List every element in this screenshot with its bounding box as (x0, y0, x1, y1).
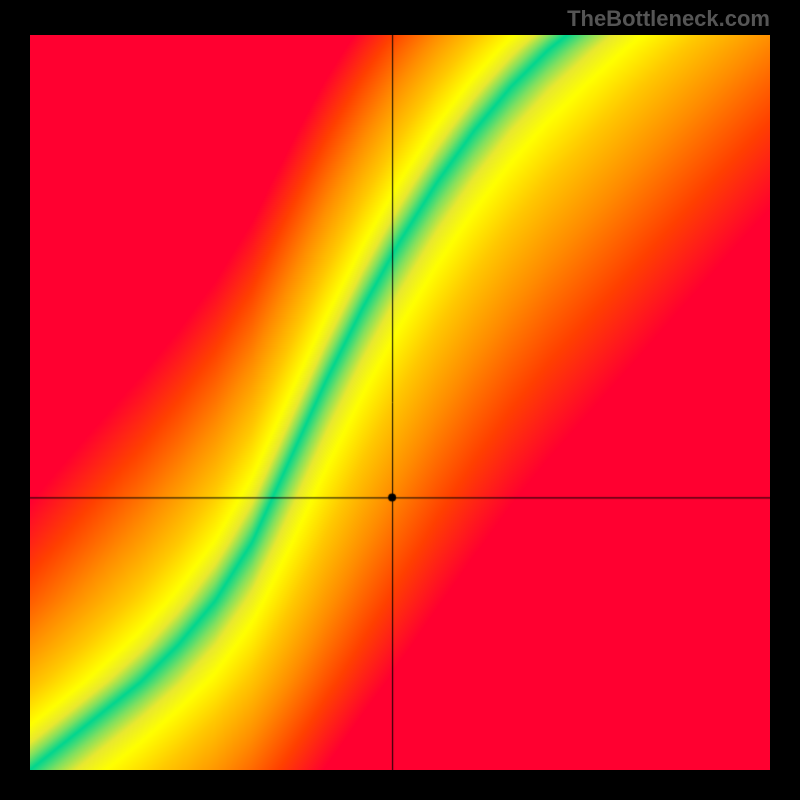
heatmap-plot (30, 35, 770, 770)
heatmap-canvas (30, 35, 770, 770)
chart-container: TheBottleneck.com (0, 0, 800, 800)
watermark-text: TheBottleneck.com (567, 6, 770, 32)
